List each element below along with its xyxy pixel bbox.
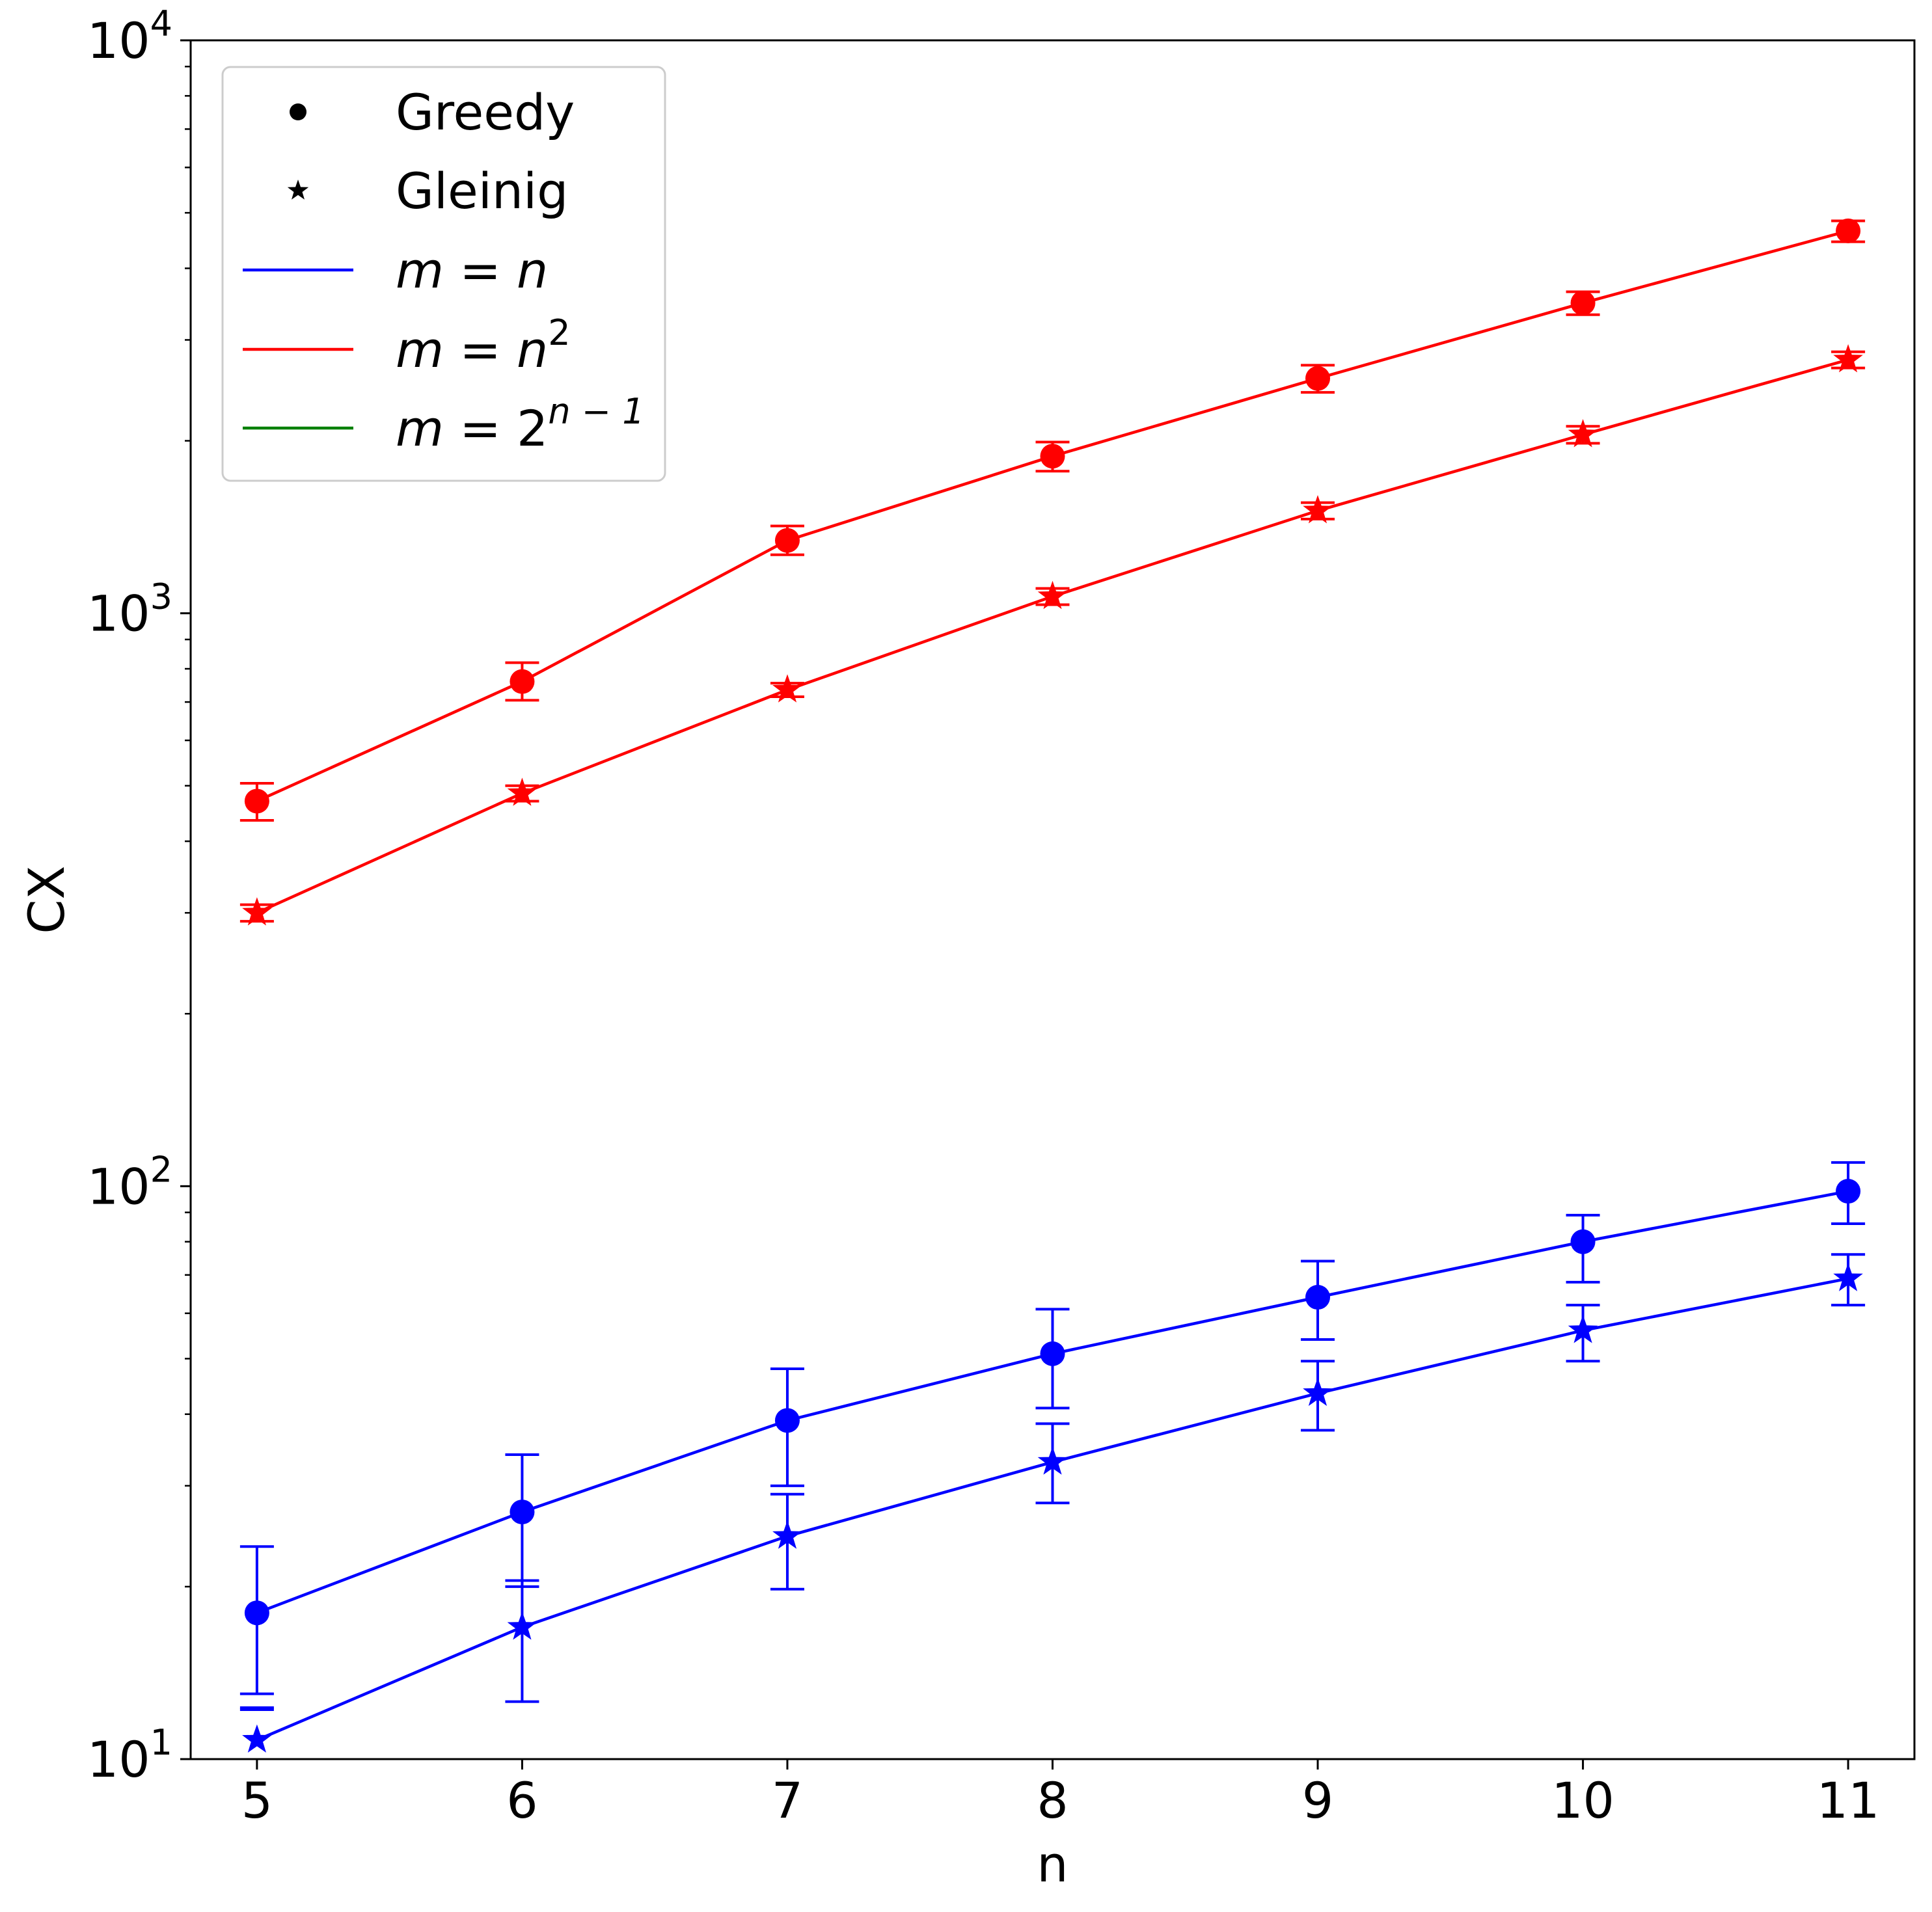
x-tick-label: 10: [1551, 1771, 1614, 1829]
data-point-star: [772, 1520, 802, 1549]
data-point-star: [507, 777, 537, 806]
data-point-circle: [510, 669, 535, 694]
legend-entry: m = n2: [243, 312, 571, 379]
legend-entry: m = n: [243, 241, 548, 299]
data-point-star: [1303, 1377, 1333, 1407]
legend-entry: Greedy: [290, 83, 575, 141]
legend-star-icon: [287, 180, 309, 200]
legend-entry: m = 2n − 1: [243, 391, 645, 457]
data-point-circle: [774, 528, 800, 553]
data-point-circle: [244, 1600, 269, 1626]
y-tick-label: 103: [87, 576, 172, 643]
x-tick-label: 8: [1037, 1771, 1068, 1829]
legend-label: Greedy: [396, 83, 575, 141]
legend-label: Gleinig: [396, 162, 568, 220]
data-point-star: [242, 1724, 272, 1753]
y-axis-label: CX: [18, 865, 75, 934]
x-tick-label: 6: [506, 1771, 537, 1829]
data-point-star: [1037, 1446, 1068, 1475]
x-tick-label: 5: [241, 1771, 273, 1829]
x-tick-label: 7: [772, 1771, 803, 1829]
legend-label: m = n2: [396, 312, 571, 379]
legend-box: [221, 66, 666, 482]
data-point-star: [1833, 344, 1863, 373]
legend-label: m = 2n − 1: [396, 391, 645, 457]
plot-layer: [239, 218, 1866, 1753]
data-point-star: [507, 1611, 537, 1640]
data-point-circle: [1305, 1285, 1331, 1310]
x-tick-label: 9: [1302, 1771, 1333, 1829]
legend: Greedy Gleinig m = n m = n2 m = 2n − 1: [221, 66, 666, 482]
data-point-circle: [1040, 1341, 1065, 1366]
data-point-circle: [1570, 290, 1596, 316]
data-point-circle: [774, 1408, 800, 1433]
series-gleinig-m-n2: [239, 344, 1866, 926]
data-point-star: [1568, 419, 1598, 448]
data-point-circle: [1570, 1229, 1596, 1254]
series-greedy-m-n: [239, 1161, 1866, 1695]
legend-entry: Gleinig: [287, 162, 568, 220]
data-point-star: [1833, 1263, 1863, 1291]
data-point-star: [772, 674, 802, 703]
data-point-circle: [1836, 218, 1861, 243]
y-tick-label: 104: [87, 3, 172, 70]
data-point-star: [1303, 495, 1333, 524]
data-point-star: [242, 897, 272, 926]
data-point-star: [1037, 580, 1068, 610]
x-tick-label: 11: [1817, 1771, 1880, 1829]
data-point-circle: [1836, 1179, 1861, 1204]
data-point-star: [1568, 1315, 1598, 1343]
y-tick-label: 102: [87, 1149, 172, 1215]
data-point-circle: [510, 1500, 535, 1525]
legend-circle-icon: [290, 103, 306, 120]
data-point-circle: [1305, 366, 1331, 391]
series-gleinig-m-n: [239, 1253, 1866, 1753]
x-axis-label: n: [1037, 1835, 1068, 1893]
y-tick-label: 101: [87, 1722, 172, 1788]
series-greedy-m-n2: [239, 218, 1866, 822]
data-point-circle: [244, 788, 269, 814]
axis-layer: 5 6 7 8 9 10 11 101 102 103 104: [87, 3, 1880, 1829]
data-point-circle: [1040, 444, 1065, 469]
legend-label: m = n: [396, 241, 548, 299]
